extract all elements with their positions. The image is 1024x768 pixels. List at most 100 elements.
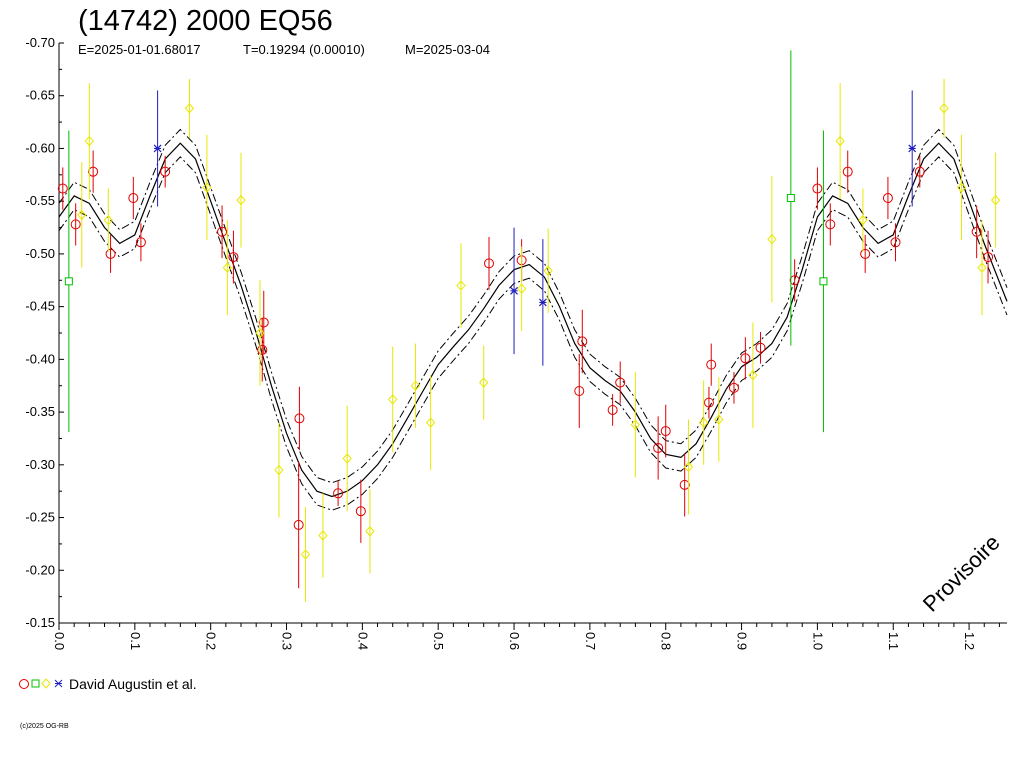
- circle-marker: [728, 382, 739, 393]
- legend-label: David Augustin et al.: [69, 676, 197, 692]
- x-tick-label: 1.1: [886, 632, 901, 650]
- data-point-diamond: [274, 422, 284, 518]
- diamond-marker: [748, 369, 758, 381]
- data-point-square: [786, 50, 795, 346]
- circle-marker: [577, 336, 588, 347]
- diamond-marker: [222, 262, 233, 273]
- circle-marker: [825, 219, 836, 230]
- y-tick-label: -0.15: [25, 615, 55, 630]
- data-point-square: [64, 130, 73, 433]
- data-point-diamond: [714, 377, 724, 462]
- data-point-diamond: [630, 372, 641, 478]
- period-label: T=0.19294 (0.00010): [243, 42, 365, 57]
- data-point-diamond: [410, 343, 421, 428]
- data-point-diamond: [342, 405, 352, 512]
- data-point-circle: [258, 290, 269, 355]
- circle-marker: [789, 275, 800, 286]
- diamond-marker: [767, 233, 777, 245]
- data-point-diamond: [748, 322, 758, 428]
- star-marker: [510, 286, 518, 295]
- y-tick-label: -0.55: [25, 193, 55, 208]
- diamond-marker: [858, 214, 868, 226]
- data-point-diamond: [456, 243, 466, 328]
- data-point-circle: [293, 461, 304, 589]
- data-point-diamond: [388, 346, 398, 453]
- circle-marker: [653, 442, 664, 453]
- data-point-circle: [615, 361, 626, 404]
- diamond-marker: [543, 265, 553, 277]
- data-point-circle: [333, 480, 344, 506]
- date-label: M=2025-03-04: [405, 42, 490, 57]
- data-point-circle: [914, 155, 925, 188]
- diamond-marker: [274, 464, 284, 476]
- circle-marker: [257, 344, 268, 355]
- data-point-circle: [755, 331, 766, 364]
- circle-marker: [882, 193, 893, 204]
- x-tick-label: 0.0: [52, 632, 67, 650]
- x-tick-label: 0.9: [735, 632, 750, 650]
- circle-marker: [135, 237, 146, 248]
- chart-title: (14742) 2000 EQ56: [78, 5, 333, 37]
- diamond-marker: [236, 194, 246, 206]
- diamond-marker: [425, 417, 436, 428]
- diamond-marker: [84, 135, 95, 147]
- data-point-circle: [842, 150, 853, 193]
- data-point-circle: [128, 176, 139, 220]
- data-point-circle: [890, 223, 901, 262]
- data-point-circle: [728, 372, 739, 404]
- circle-marker: [333, 488, 344, 499]
- data-point-diamond: [835, 83, 845, 200]
- circle-marker: [293, 519, 304, 530]
- y-tick-label: -0.30: [25, 457, 55, 472]
- lower-confidence-curve: [58, 156, 1008, 511]
- epoch-label: E=2025-01-01.68017: [78, 42, 201, 57]
- data-point-circle: [882, 176, 893, 220]
- data-point-diamond: [990, 152, 1001, 248]
- circle-marker: [484, 258, 495, 269]
- y-tick-label: -0.25: [25, 510, 55, 525]
- diamond-marker: [990, 194, 1001, 206]
- circle-marker: [890, 237, 901, 248]
- data-point-circle: [679, 453, 690, 517]
- legend-diamond-marker: [41, 678, 51, 689]
- data-point-star: [538, 239, 547, 366]
- diamond-marker: [184, 103, 195, 114]
- circle-marker: [971, 226, 982, 237]
- y-tick-label: -0.20: [25, 562, 55, 577]
- diamond-marker: [977, 262, 987, 273]
- circle-marker: [88, 166, 99, 177]
- data-point-diamond: [479, 345, 489, 420]
- data-point-star: [908, 90, 917, 207]
- x-tick-label: 0.3: [280, 632, 295, 650]
- data-points: [57, 50, 1001, 602]
- circle-marker: [740, 353, 751, 364]
- x-tick-label: 0.1: [128, 632, 143, 650]
- data-point-circle: [607, 394, 618, 426]
- data-point-circle: [983, 230, 994, 284]
- x-tick-label: 1.0: [810, 632, 825, 650]
- diamond-marker: [630, 419, 641, 430]
- diamond-marker: [300, 549, 311, 560]
- diamond-marker: [956, 182, 967, 193]
- x-tick-label: 0.2: [204, 632, 219, 650]
- data-point-diamond: [103, 188, 113, 252]
- data-point-diamond: [365, 489, 375, 574]
- watermark: Provisoire: [918, 530, 1005, 617]
- diamond-marker: [202, 182, 212, 193]
- diamond-marker: [77, 209, 87, 221]
- data-point-circle: [217, 205, 228, 259]
- circle-marker: [294, 413, 305, 424]
- circle-marker: [703, 397, 714, 408]
- data-point-diamond: [698, 380, 709, 465]
- square-marker: [819, 277, 828, 286]
- circle-marker: [914, 166, 925, 177]
- diamond-marker: [698, 417, 709, 428]
- y-tick-label: -0.50: [25, 246, 55, 261]
- data-point-diamond: [977, 220, 987, 316]
- data-point-circle: [257, 318, 268, 382]
- circle-marker: [160, 166, 171, 177]
- data-point-circle: [228, 230, 239, 284]
- fit-curves: [58, 128, 1008, 511]
- data-point-diamond: [84, 83, 95, 200]
